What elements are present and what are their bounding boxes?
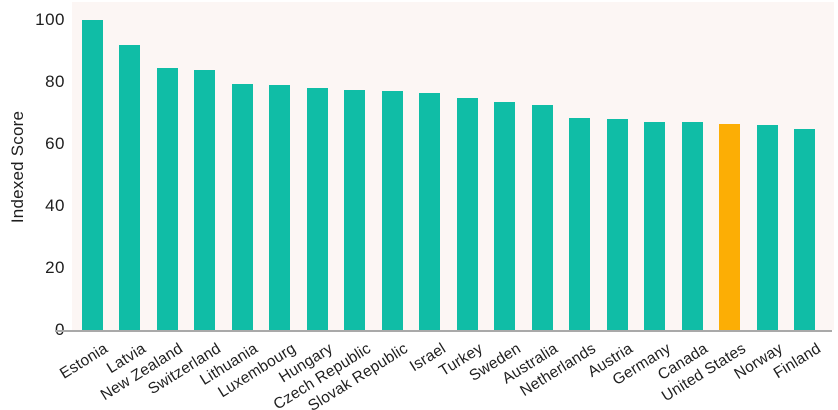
- bar-luxembourg: [269, 85, 290, 330]
- bar-switzerland: [194, 69, 215, 330]
- bar-australia: [531, 105, 553, 330]
- bar-israel: [419, 92, 440, 330]
- x-axis-line: [55, 330, 832, 332]
- bar-lithuania: [231, 83, 253, 330]
- bar-hungary: [306, 88, 328, 330]
- y-tick-label: 40: [45, 196, 65, 215]
- bar-germany: [644, 122, 665, 330]
- bar-slovak-republic: [381, 91, 403, 330]
- bar-austria: [606, 119, 628, 330]
- y-tick-label: 80: [45, 72, 65, 91]
- bar-norway: [756, 125, 778, 330]
- bar-sweden: [494, 102, 515, 330]
- bar-latvia: [119, 44, 140, 330]
- bar-new-zealand: [156, 68, 178, 330]
- bar-united-states: [719, 123, 740, 330]
- y-tick-label: 60: [45, 134, 65, 153]
- bar-turkey: [456, 97, 478, 330]
- y-tick-label: 0: [10, 320, 65, 340]
- bar-estonia: [81, 20, 103, 330]
- y-tick-label: 20: [45, 258, 65, 277]
- y-tick-label: 100: [35, 10, 65, 29]
- bar-canada: [681, 122, 703, 330]
- bar-finland: [794, 128, 815, 330]
- bar-czech-republic: [344, 89, 365, 330]
- bar-netherlands: [569, 117, 590, 330]
